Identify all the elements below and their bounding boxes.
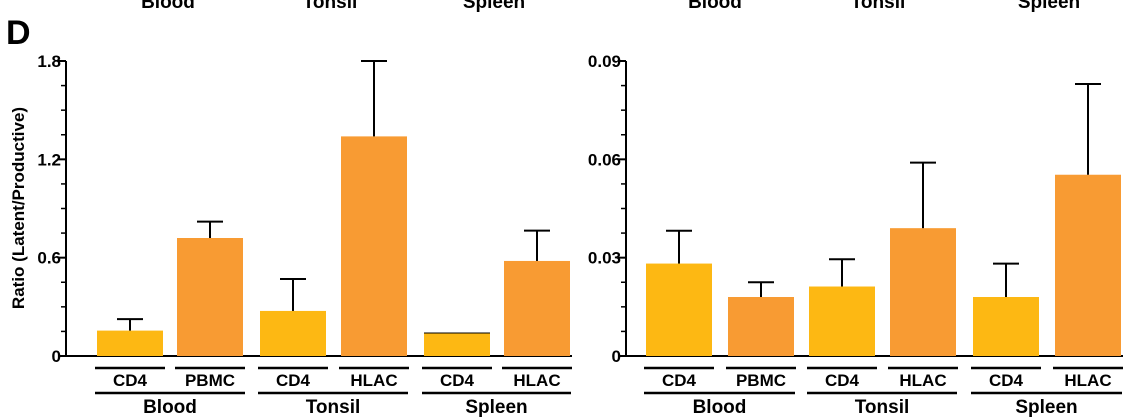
y-tick-label: 0 [612,347,621,366]
y-tick-label: 0.6 [37,249,61,268]
y-tick-label: 0.06 [588,150,621,169]
bar-hlac [504,260,570,356]
panel-label: D [6,14,31,52]
category-label: CD4 [662,371,697,390]
category-label: CD4 [989,371,1024,390]
category-label: CD4 [276,371,311,390]
group-label-blood: Blood [143,397,197,418]
y-axis-label: Ratio (Latent/Productive) [9,107,28,309]
category-label: PBMC [736,371,786,390]
top-label-spleen-2: Spleen [1018,0,1080,13]
bar-cd4 [424,333,490,356]
bar-pbmc [728,297,794,356]
top-label-blood-2: Blood [688,0,742,13]
y-tick-label: 0.03 [588,249,621,268]
group-label-tonsil: Tonsil [306,397,361,418]
bar-cd4 [260,310,326,356]
top-cropped-labels: Blood Tonsil Spleen Blood Tonsil Spleen [141,0,1080,13]
category-label: CD4 [113,371,148,390]
y-tick-label: 0.09 [588,52,621,71]
bar-cd4 [973,297,1039,356]
top-label-tonsil-2: Tonsil [851,0,906,13]
group-label-spleen: Spleen [1015,397,1077,418]
bar-cd4 [97,330,163,356]
category-label: CD4 [825,371,860,390]
group-label-tonsil: Tonsil [855,397,910,418]
y-tick-label: 1.8 [37,52,61,71]
bar-cd4 [809,286,875,356]
chart-left: 0 0.6 1.2 1.8 CD4 PBMC CD4 HLAC CD4 HLAC Blood Tons… [37,52,572,418]
bar-hlac [890,228,956,356]
category-label: PBMC [185,371,235,390]
bar-hlac [341,136,407,356]
y-tick-label: 0 [52,347,61,366]
y-tick-label: 1.2 [37,150,61,169]
bar-cd4 [646,263,712,356]
chart-right: 0 0.03 0.06 0.09 CD4 PBMC CD4 HLAC CD4 HLAC Blood T… [588,52,1123,418]
category-label: HLAC [350,371,397,390]
bar-hlac [1055,174,1121,356]
category-label: HLAC [899,371,946,390]
category-label: CD4 [440,371,475,390]
top-label-tonsil-1: Tonsil [303,0,358,13]
bar-pbmc [177,238,243,356]
category-label: HLAC [513,371,560,390]
category-label: HLAC [1064,371,1111,390]
top-label-spleen-1: Spleen [463,0,525,13]
group-label-blood: Blood [693,397,747,418]
group-label-spleen: Spleen [465,397,527,418]
top-label-blood-1: Blood [141,0,195,13]
